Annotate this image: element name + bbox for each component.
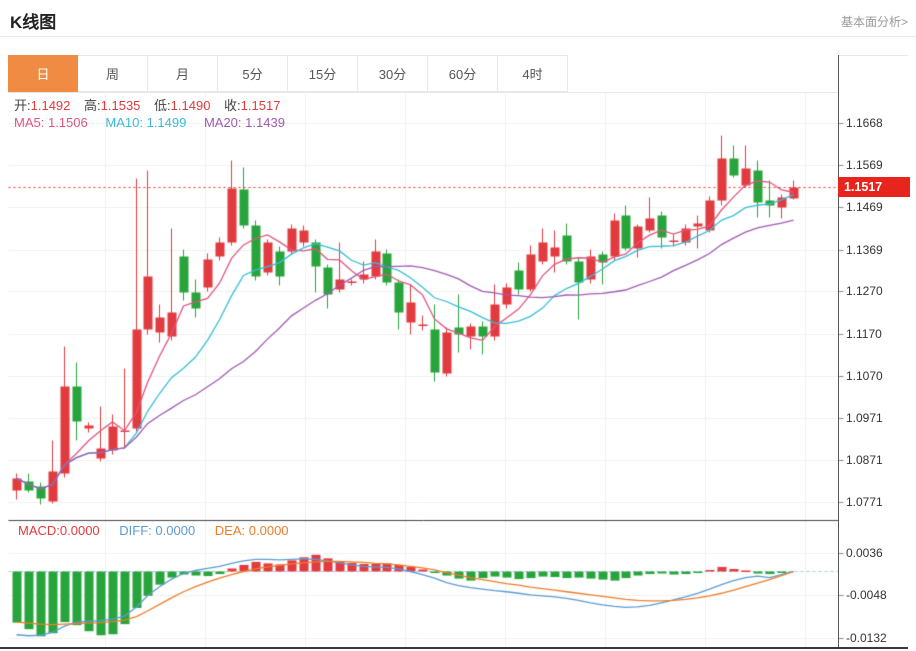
- page-title: K线图: [10, 13, 57, 32]
- price-axis-label: 1.1170: [846, 326, 882, 341]
- price-axis-label: 1.1569: [846, 158, 883, 173]
- axis-border-line: [838, 55, 839, 648]
- ma20-legend: MA20: 1.1439: [203, 115, 285, 130]
- price-axis-label: 1.1369: [846, 242, 883, 257]
- high-value: 1.1535: [100, 98, 141, 113]
- macd-axis-label: 0.0036: [846, 545, 883, 560]
- macd-value-legend: MACD:0.0000: [18, 523, 100, 538]
- tab-5min[interactable]: 5分: [218, 55, 288, 92]
- macd-legend: MACD:0.0000 DIFF: 0.0000 DEA: 0.0000: [18, 523, 305, 538]
- ohlc-legend: 开:1.1492 高:1.1535 低:1.1490 收:1.1517: [14, 95, 280, 114]
- tab-15min[interactable]: 15分: [288, 55, 358, 92]
- price-axis-label: 1.1270: [846, 284, 883, 299]
- price-axis-label: 1.1668: [846, 116, 883, 131]
- last-price-badge: 1.1517: [838, 177, 910, 198]
- low-value: 1.1490: [170, 98, 211, 113]
- tab-60min[interactable]: 60分: [428, 55, 498, 92]
- close-value: 1.1517: [240, 98, 281, 113]
- open-label: 开:: [14, 98, 31, 113]
- open-value: 1.1492: [30, 98, 71, 113]
- tab-day[interactable]: 日: [8, 55, 78, 92]
- ma-legend: MA5: 1.1506 MA10: 1.1499 MA20: 1.1439: [14, 115, 299, 130]
- macd-axis-label: -0.0132: [846, 630, 887, 645]
- kline-chart-canvas[interactable]: [8, 92, 908, 649]
- dea-value-legend: DEA: 0.0000: [214, 523, 289, 538]
- tab-week[interactable]: 周: [78, 55, 148, 92]
- tab-30min[interactable]: 30分: [358, 55, 428, 92]
- chart-bottom-border: [0, 647, 908, 649]
- price-axis-label: 1.0771: [846, 495, 883, 510]
- close-label: 收:: [224, 98, 241, 113]
- ma10-legend: MA10: 1.1499: [105, 115, 187, 130]
- low-label: 低:: [154, 98, 171, 113]
- price-axis-label: 1.0871: [846, 453, 883, 468]
- interval-tabs: 日 周 月 5分 15分 30分 60分 4时: [8, 55, 838, 93]
- high-label: 高:: [84, 98, 101, 113]
- ma5-legend: MA5: 1.1506: [14, 115, 88, 130]
- tab-month[interactable]: 月: [148, 55, 218, 92]
- macd-axis-label: -0.0048: [846, 588, 887, 603]
- fundamental-analysis-link[interactable]: 基本面分析>: [840, 15, 908, 29]
- axis-top-border: [839, 55, 908, 56]
- header-divider: [0, 36, 916, 37]
- tab-4hour[interactable]: 4时: [498, 55, 568, 92]
- diff-value-legend: DIFF: 0.0000: [119, 523, 196, 538]
- price-axis-label: 1.0971: [846, 410, 883, 425]
- chart-plot-area: 开:1.1492 高:1.1535 低:1.1490 收:1.1517 MA5:…: [8, 92, 910, 651]
- price-axis-label: 1.1070: [846, 368, 883, 383]
- price-axis-label: 1.1469: [846, 200, 883, 215]
